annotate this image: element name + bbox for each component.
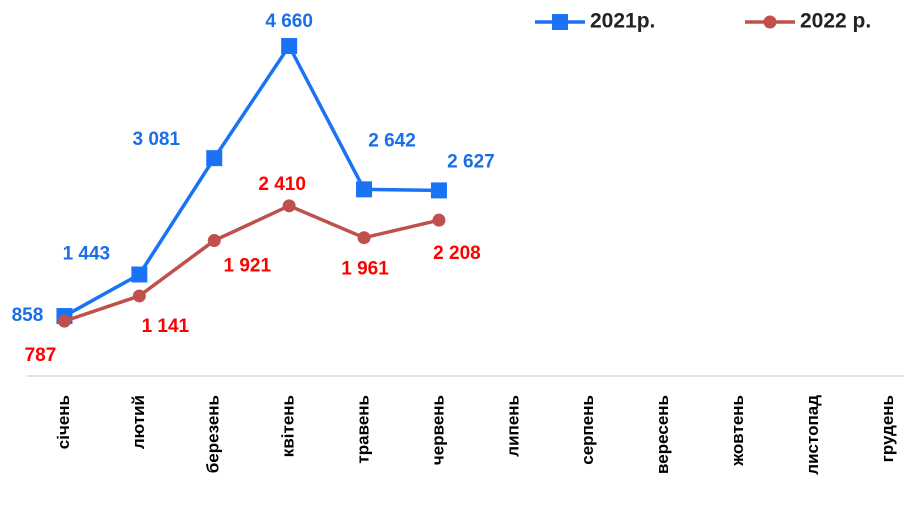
x-tick-label: листопад: [803, 395, 822, 475]
marker: [57, 314, 71, 328]
data-label: 787: [25, 345, 57, 366]
x-tick-label: липень: [503, 395, 522, 457]
data-label: 2 642: [368, 130, 416, 151]
x-tick-label: червень: [428, 395, 447, 465]
data-label: 858: [12, 305, 44, 326]
marker: [281, 38, 298, 54]
legend-label: 2021р.: [590, 10, 655, 33]
series-line: [63, 42, 439, 318]
x-tick-label: лютий: [129, 395, 148, 449]
marker: [430, 182, 447, 199]
legend-marker: [763, 15, 777, 29]
series-line: [63, 203, 440, 323]
x-tick-label: січень: [54, 395, 73, 449]
data-label: 1 961: [341, 259, 389, 280]
x-tick-label: квітень: [279, 395, 298, 457]
legend-marker: [552, 14, 568, 30]
data-label: 1 141: [142, 316, 190, 337]
x-tick-label: березень: [204, 395, 223, 473]
data-label: 1 921: [223, 256, 271, 277]
data-label: 4 660: [265, 11, 313, 32]
marker: [207, 234, 221, 248]
marker: [132, 289, 146, 303]
data-label: 2 208: [433, 243, 481, 264]
data-label: 3 081: [132, 129, 180, 150]
data-label: 2 627: [447, 151, 495, 172]
x-tick-label: серпень: [578, 395, 597, 465]
legend-label: 2022 р.: [800, 10, 871, 33]
marker: [282, 199, 296, 213]
data-label: 2 410: [258, 174, 306, 195]
marker: [357, 231, 371, 245]
x-tick-label: травень: [354, 395, 373, 464]
x-tick-label: грудень: [878, 395, 897, 462]
marker: [356, 181, 373, 198]
marker: [206, 150, 223, 167]
x-tick-label: вересень: [653, 395, 672, 474]
marker: [131, 266, 148, 283]
marker: [432, 213, 446, 227]
x-tick-label: жовтень: [728, 395, 747, 467]
data-label: 1 443: [63, 244, 111, 265]
